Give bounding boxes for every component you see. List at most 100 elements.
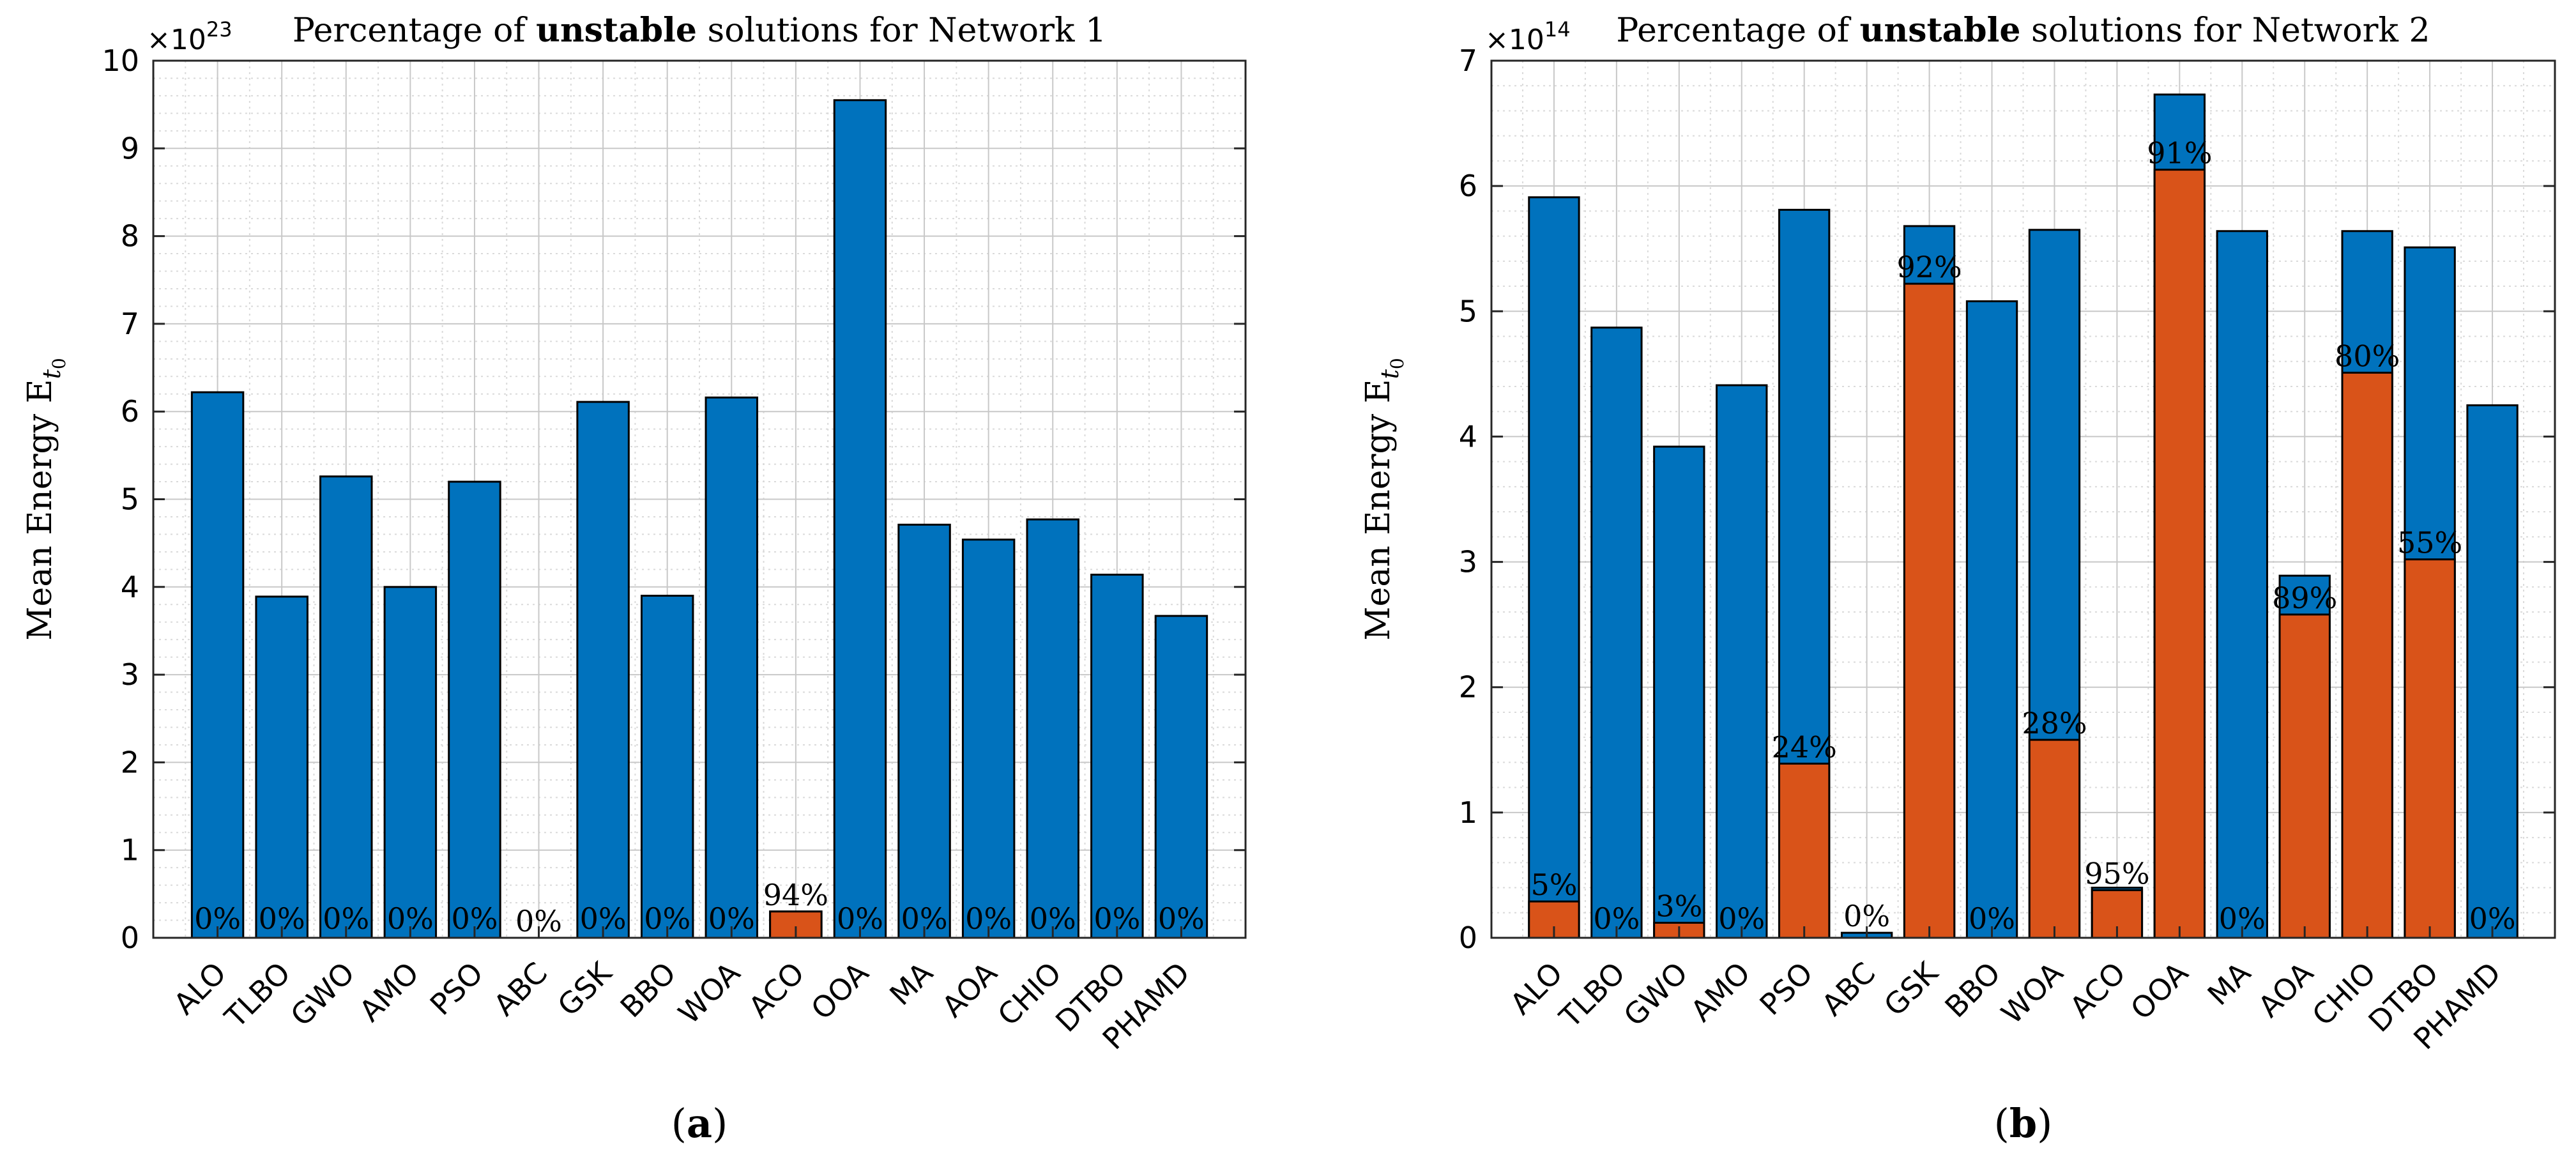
ylabel-main: Mean Energy E [21, 379, 59, 640]
ylabel-subsubscript: 0 [1387, 358, 1408, 369]
bar-total [640, 595, 694, 939]
y-tick-label: 7 [121, 307, 139, 341]
bar-label: 5% [1530, 868, 1577, 902]
bar-unstable [1903, 282, 1956, 939]
x-tick-label: ACO [742, 956, 811, 1025]
bar-total [2466, 404, 2519, 939]
x-tick-label: ACO [2063, 956, 2132, 1025]
ylabel-subsubscript: 0 [49, 358, 70, 369]
y-tick-label: 0 [1459, 921, 1477, 955]
axis-multiplier: ×1023 [147, 17, 232, 56]
y-tick-label: 1 [121, 833, 139, 868]
y-tick-label: 1 [1459, 795, 1477, 830]
multiplier-exponent: 14 [1544, 17, 1571, 42]
bar-label: 94% [763, 878, 828, 912]
x-tick-label: PSO [423, 956, 490, 1022]
chart-panel-b: 5%0% 3% 0%24%0%92%0%28%95%91%0%89%80%55%0%… [1359, 11, 2556, 1147]
bar-total [833, 99, 887, 939]
y-tick-label: 2 [1459, 670, 1477, 705]
y-tick-label: 9 [121, 131, 139, 165]
ylabel-main: Mean Energy E [1359, 379, 1398, 640]
bar-total [1965, 300, 2018, 939]
x-tick-label: TLBO [218, 956, 297, 1035]
bar-label: 89% [2272, 581, 2337, 615]
y-tick-label: 0 [121, 921, 139, 955]
bar-total [961, 539, 1016, 939]
bar-total [1653, 445, 1705, 939]
ylabel-subscript: t [38, 369, 66, 379]
panel-label: (a) [671, 1100, 728, 1147]
y-tick-label: 3 [121, 657, 139, 692]
multiplier-exponent: 23 [206, 17, 232, 42]
panel-label-letter: b [2009, 1100, 2037, 1147]
y-axis-label: Mean Energy Et0 [1359, 358, 1408, 640]
y-tick-label: 8 [121, 219, 139, 254]
title-bold: unstable [1860, 11, 2021, 50]
axes-box [1490, 59, 2556, 939]
bar-label: 95% [2084, 856, 2149, 891]
x-tick-label: MA [2201, 955, 2258, 1012]
panel-label: (b) [1994, 1100, 2053, 1147]
title-suffix: solutions for Network 1 [697, 11, 1106, 50]
bar-unstable [2028, 738, 2081, 939]
x-tick-label: GWO [284, 956, 361, 1033]
y-tick-label: 4 [1459, 419, 1477, 454]
bar-unstable [2404, 558, 2456, 939]
title-prefix: Percentage of [1616, 11, 1859, 50]
y-tick-label: 5 [1459, 294, 1477, 328]
multiplier-base: ×10 [1485, 24, 1544, 56]
x-tick-label: ABC [487, 956, 554, 1023]
y-tick-label: 10 [102, 43, 139, 78]
y-tick-label: 2 [121, 745, 139, 779]
y-tick-label: 4 [121, 570, 139, 604]
bar-label: 92% [1896, 250, 1962, 284]
bar-unstable [2341, 371, 2393, 939]
x-tick-label: AOA [2252, 955, 2321, 1024]
bar-label: 3% [1656, 889, 1702, 923]
x-tick-label: PSO [1753, 956, 1819, 1022]
x-tick-label: WOA [1995, 955, 2070, 1030]
y-tick-label: 6 [1459, 169, 1477, 203]
x-tick-label: OOA [804, 955, 875, 1026]
title-bold: unstable [536, 11, 697, 50]
chart-title: Percentage of unstable solutions for Net… [1616, 11, 2430, 50]
bar-total [1154, 615, 1208, 939]
bar-unstable [2278, 613, 2331, 939]
multiplier-base: ×10 [147, 24, 206, 56]
bar-unstable [2153, 169, 2206, 939]
panel-label-close: ) [712, 1100, 728, 1147]
bar-total [1590, 326, 1643, 939]
x-tick-label: OOA [2124, 955, 2195, 1026]
x-tick-label: AMO [353, 956, 425, 1029]
x-tick-label: AOA [935, 955, 1004, 1024]
title-suffix: solutions for Network 2 [2020, 11, 2430, 50]
x-tick-label: GWO [1617, 956, 1694, 1033]
bar-total [319, 475, 373, 939]
axis-multiplier: ×1014 [1485, 17, 1571, 56]
x-tick-label: BBO [1938, 956, 2007, 1025]
x-tick-label: WOA [671, 955, 747, 1030]
bar-total [1716, 384, 1768, 939]
y-tick-label: 3 [1459, 545, 1477, 579]
bar-total [383, 586, 438, 939]
ylabel-subscript: t [1376, 369, 1404, 379]
panel-label-close: ) [2037, 1100, 2052, 1147]
y-tick-label: 6 [121, 394, 139, 429]
panel-label-open: ( [1994, 1100, 2009, 1147]
bar-total [448, 480, 501, 939]
y-axis-label: Mean Energy Et0 [21, 358, 70, 640]
bar-total [190, 391, 245, 939]
x-tick-label: GSK [1877, 954, 1946, 1023]
bar-unstable [1778, 762, 1831, 939]
bar-total [705, 396, 759, 939]
bar-label: 80% [2335, 339, 2400, 373]
chart-panel-a: 0% 0% 0% 0% 0% 0% 0% 0% 0%94%0% 0% 0% 0% 0% 0%0123456… [21, 11, 1247, 1147]
y-tick-label: 7 [1459, 43, 1477, 78]
bar-label: 24% [1772, 730, 1837, 764]
x-tick-label: BBO [614, 956, 683, 1025]
chart-title: Percentage of unstable solutions for Net… [293, 11, 1106, 50]
x-tick-label: TLBO [1552, 956, 1631, 1035]
bar-label: 91% [2147, 136, 2212, 171]
